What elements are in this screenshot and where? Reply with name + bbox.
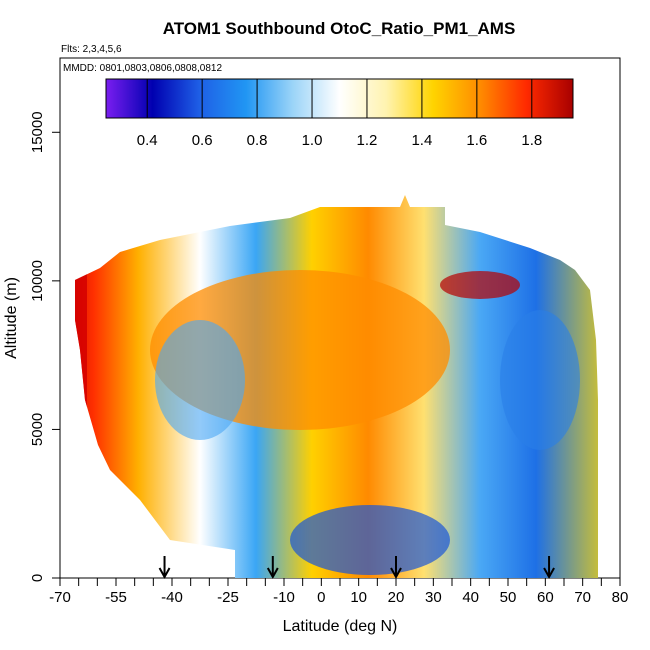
x-tick-label: -40 xyxy=(161,589,183,606)
field-lower-blue xyxy=(290,505,450,575)
y-tick-label: 10000 xyxy=(29,260,46,302)
arrow-markers xyxy=(158,556,555,580)
arrow-marker xyxy=(390,556,402,580)
x-tick-label: -70 xyxy=(49,589,71,606)
arrow-marker xyxy=(266,556,279,580)
colorbar-tick-label: 0.8 xyxy=(247,132,268,149)
x-axis: -70 -55 -40 -25 -10 0 10 20 30 40 50 60 70 80 xyxy=(49,578,628,606)
x-tick-label: -10 xyxy=(273,589,295,606)
arrow-marker xyxy=(543,556,555,580)
x-tick-label: 70 xyxy=(574,589,591,606)
colorbar: 0.4 0.6 0.8 1.0 1.2 1.4 1.6 1.8 xyxy=(105,78,574,149)
y-axis-label: Altitude (m) xyxy=(3,277,20,359)
x-tick-label: 30 xyxy=(425,589,442,606)
colorbar-tick-label: 0.4 xyxy=(137,132,158,149)
x-tick-label: 20 xyxy=(388,589,405,606)
field-blue-core xyxy=(155,320,245,440)
colorbar-tick-label: 0.6 xyxy=(192,132,213,149)
x-tick-label: 80 xyxy=(612,589,629,606)
field-south-edge xyxy=(75,195,87,578)
colorbar-tick-label: 1.8 xyxy=(521,132,542,149)
altitude-latitude-field xyxy=(75,195,598,578)
colorbar-tick-label: 1.0 xyxy=(302,132,323,149)
field-north-upper-red xyxy=(440,271,520,299)
y-tick-label: 5000 xyxy=(29,413,46,446)
x-tick-label: 10 xyxy=(350,589,367,606)
y-axis: 0 5000 10000 15000 xyxy=(29,111,60,582)
x-tick-label: 40 xyxy=(462,589,479,606)
x-tick-label: 0 xyxy=(317,589,325,606)
x-tick-label: -25 xyxy=(217,589,239,606)
x-axis-label: Latitude (deg N) xyxy=(283,618,398,635)
colorbar-tick-label: 1.2 xyxy=(357,132,378,149)
arrow-marker xyxy=(158,556,171,580)
x-tick-label: 50 xyxy=(500,589,517,606)
field-north-blue xyxy=(500,310,580,450)
y-tick-label: 0 xyxy=(29,574,46,582)
colorbar-tick-label: 1.6 xyxy=(466,132,487,149)
x-tick-label: 60 xyxy=(537,589,554,606)
colorbar-tick-label: 1.4 xyxy=(411,132,432,149)
flights-subtitle: Flts: 2,3,4,5,6 xyxy=(61,44,122,55)
y-tick-label: 15000 xyxy=(29,111,46,153)
colorbar-scale xyxy=(105,78,574,119)
chart-title: ATOM1 Southbound OtoC_Ratio_PM1_AMS xyxy=(163,19,516,38)
x-tick-label: -55 xyxy=(105,589,127,606)
dates-subtitle: MMDD: 0801,0803,0806,0808,0812 xyxy=(63,63,222,74)
